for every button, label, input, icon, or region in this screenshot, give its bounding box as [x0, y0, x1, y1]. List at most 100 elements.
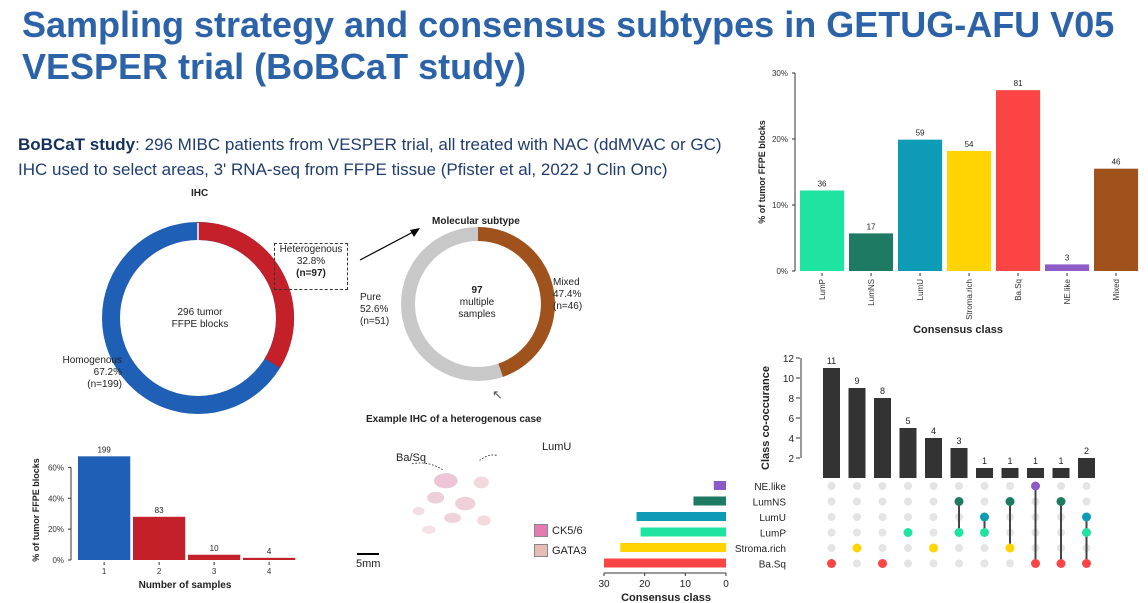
upset-combo-dot — [1005, 543, 1015, 553]
consensus-xtick: LumU — [916, 279, 925, 301]
ihc-example-title: Example IHC of a heterogenous case — [366, 414, 542, 425]
upset-grid-dot — [904, 513, 912, 521]
legend-label-gata3: GATA3 — [552, 545, 587, 557]
ihc-center-line1: 296 tumor — [177, 307, 223, 318]
upset-grid-dot — [878, 497, 887, 506]
upset-grid-dot — [1082, 497, 1091, 506]
samples-bar-label: 4 — [267, 547, 272, 556]
upset-ytick: 12 — [783, 354, 795, 365]
consensus-bar-label: 36 — [818, 179, 827, 188]
upset-grid-dot — [980, 544, 989, 552]
upset-set-label: LumP — [760, 529, 786, 540]
samples-bar-label: 199 — [97, 445, 111, 454]
molecular-center-line3: samples — [458, 309, 496, 320]
upset-grid-dot — [878, 544, 887, 552]
samples-ytick: 20% — [48, 525, 64, 534]
homo-pct: 67.2% — [93, 367, 122, 378]
upset-combo-dot — [1082, 528, 1091, 537]
samples-bar-label: 10 — [210, 544, 219, 553]
upset-combo-dot — [929, 543, 938, 553]
scale-bar-label: 5mm — [356, 558, 381, 570]
slide-title: Sampling strategy and consensus subtypes… — [22, 4, 1115, 87]
upset-ytick: 10 — [783, 374, 795, 385]
upset-bar — [1052, 468, 1070, 478]
upset-grid-dot — [929, 497, 938, 506]
study-label: BoBCaT study — [18, 135, 136, 154]
upset-bar-label: 5 — [905, 416, 910, 426]
upset-set-bar — [693, 496, 726, 506]
upset-ytick: 6 — [788, 414, 794, 425]
consensus-xtick: NE.like — [1063, 278, 1072, 304]
ihc-center-line2: FFPE blocks — [171, 319, 229, 330]
upset-grid-dot — [878, 482, 887, 490]
hetero-n: (n=97) — [296, 268, 326, 279]
ihc-label-lumu: LumU — [542, 441, 572, 453]
upset-grid-dot — [827, 544, 836, 552]
upset-grid-dot — [853, 497, 861, 506]
upset-combo-dot — [1031, 559, 1040, 568]
upset-bar-label: 1 — [1058, 456, 1063, 466]
upset-bar-label: 9 — [854, 376, 859, 386]
upset-grid-dot — [878, 513, 887, 521]
upset-bar — [976, 468, 993, 478]
upset-bar — [925, 438, 942, 478]
samples-bar — [133, 516, 186, 560]
consensus-xtick: Stroma.rich — [965, 279, 974, 320]
samples-bar — [243, 557, 296, 560]
study-text: : 296 MIBC patients from VESPER trial, a… — [135, 135, 722, 154]
upset-bar — [899, 428, 917, 478]
upset-combo-dot — [852, 543, 862, 553]
upset-bar — [1027, 468, 1044, 478]
upset-grid-dot — [1057, 482, 1065, 490]
upset-grid-dot — [904, 544, 912, 552]
upset-bar-label: 1 — [982, 456, 987, 466]
upset-bar — [848, 388, 866, 478]
samples-xlabel: Number of samples — [139, 580, 232, 591]
samples-xtick: 3 — [212, 567, 217, 576]
consensus-ytick: 10% — [772, 201, 788, 210]
upset-bar-label: 4 — [931, 426, 936, 436]
method-line: IHC used to select areas, 3' RNA-seq fro… — [18, 160, 668, 179]
upset-grid-dot — [853, 528, 861, 537]
samples-bar — [188, 554, 241, 560]
upset-grid-dot — [853, 482, 861, 490]
consensus-ylabel: % of tumor FFPE blocks — [757, 120, 767, 224]
molecular-center-line2: multiple — [459, 297, 495, 308]
upset-bar-label: 2 — [1084, 446, 1089, 456]
upset-set-bar — [636, 512, 726, 521]
consensus-bar-label: 54 — [965, 140, 974, 149]
molecular-donut-mixed — [477, 227, 555, 377]
upset-set-bar — [713, 481, 726, 490]
hetero-pct: 32.8% — [296, 256, 326, 267]
arrow-to-molecular — [359, 228, 420, 261]
consensus-bar — [898, 139, 943, 271]
upset-grid-dot — [853, 513, 861, 521]
upset-set-xtick: 0 — [723, 579, 729, 590]
consensus-bar — [947, 150, 992, 271]
upset-grid-dot — [980, 482, 989, 490]
consensus-bar-label: 46 — [1112, 158, 1121, 167]
pure-pct: 52.6% — [360, 304, 389, 315]
ihc-label-basq: Ba/Sq — [396, 452, 426, 464]
consensus-bar — [996, 90, 1041, 271]
ihc-tissue-image — [411, 454, 497, 535]
upset-grid-dot — [955, 559, 963, 568]
upset-set-label: NE.like — [754, 482, 786, 493]
upset-combo-dot — [1056, 559, 1066, 568]
upset-grid-dot — [929, 513, 938, 521]
samples-bar-chart: 0% 20% 40% 60% % of tumor FFPE blocks 199 1 83 2… — [31, 445, 296, 591]
consensus-ytick: 30% — [772, 69, 788, 78]
upset-grid-dot — [904, 497, 912, 506]
upset-set-xtick: 20 — [639, 579, 651, 590]
upset-ylabel: Class co-occurance — [760, 366, 772, 470]
upset-grid-dot — [853, 559, 861, 568]
study-line: BoBCaT study: 296 MIBC patients from VES… — [18, 135, 722, 155]
molecular-center-line1: 97 — [471, 285, 483, 296]
upset-grid-dot — [929, 482, 938, 490]
mixed-label: Mixed — [553, 277, 580, 288]
samples-ytick: 0% — [52, 556, 64, 565]
upset-set-bar — [620, 543, 726, 552]
homo-n: (n=199) — [87, 379, 122, 390]
samples-bar-label: 83 — [155, 506, 164, 515]
samples-bar — [78, 456, 131, 560]
